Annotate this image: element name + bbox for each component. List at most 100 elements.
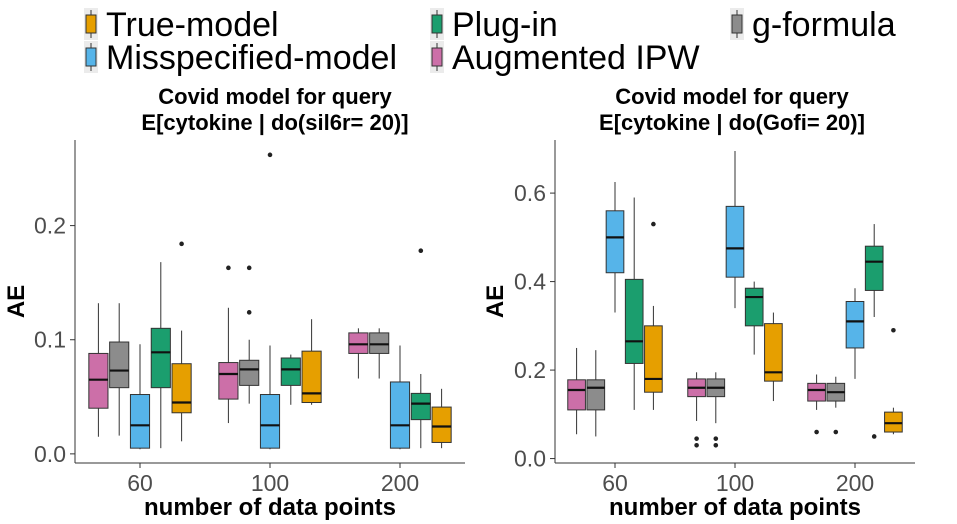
box-iqr — [109, 341, 130, 389]
box-true-model-100 — [764, 312, 783, 402]
box-g-formula-100 — [706, 372, 726, 448]
outlier-point — [713, 436, 719, 441]
outlier-point — [246, 265, 252, 271]
outlier-point — [226, 265, 231, 271]
y-tick-label: 0.4 — [514, 269, 546, 295]
legend-label: Augmented IPW — [452, 39, 700, 77]
box-iqr — [744, 287, 764, 327]
box-iqr — [301, 350, 322, 404]
box-iqr — [218, 362, 239, 400]
box-plug-in-200 — [410, 248, 431, 449]
box-iqr — [764, 323, 783, 382]
box-iqr — [150, 327, 171, 389]
legend-item-plug-in: Plug-in — [430, 6, 558, 44]
box-plug-in-200 — [864, 224, 884, 439]
box-plug-in-100 — [744, 281, 764, 355]
box-misspecified-model-200 — [389, 345, 411, 450]
outlier-point — [814, 429, 819, 435]
x-tick-label: 60 — [602, 470, 628, 496]
box-iqr — [644, 325, 663, 393]
legend-label: g-formula — [752, 6, 896, 44]
box-iqr — [389, 381, 411, 449]
outlier-point — [267, 152, 273, 158]
outlier-point — [651, 221, 656, 227]
legend: True-model Plug-in g-formula Misspecified-m… — [84, 6, 896, 77]
box-true-model-200 — [884, 327, 903, 435]
outlier-point — [418, 248, 424, 254]
legend-key-box — [431, 14, 443, 34]
box-iqr — [845, 301, 865, 349]
box-true-model-200 — [431, 388, 452, 449]
outlier-point — [713, 443, 719, 448]
outlier-point — [694, 436, 699, 441]
box-iqr — [567, 379, 586, 411]
box-plug-in-100 — [280, 354, 301, 405]
box-augmented-ipw-200 — [807, 374, 826, 435]
y-tick-label: 0.2 — [34, 213, 66, 239]
outlier-point — [871, 434, 877, 439]
legend-label: True-model — [106, 6, 279, 44]
chart-title-line-2: E[cytokine | do(Gofi= 20)] — [599, 110, 865, 135]
outlier-point — [694, 443, 699, 448]
box-augmented-ipw-200 — [348, 328, 369, 379]
y-axis-title: AE — [482, 285, 509, 318]
y-axis-title: AE — [3, 285, 30, 318]
outlier-point — [179, 241, 184, 247]
box-iqr — [605, 210, 625, 274]
legend-label: Plug-in — [452, 6, 558, 44]
box-augmented-ipw-60 — [567, 347, 586, 435]
box-misspecified-model-200 — [845, 288, 865, 379]
x-tick-label: 100 — [716, 470, 754, 496]
box-augmented-ipw-60 — [88, 303, 109, 437]
chart-title-line-1: Covid model for query — [158, 84, 392, 109]
box-iqr — [348, 332, 369, 354]
box-iqr — [280, 357, 301, 386]
box-iqr — [864, 245, 884, 291]
box-g-formula-60 — [109, 303, 130, 436]
box-true-model-60 — [644, 221, 663, 410]
box-g-formula-200 — [826, 376, 846, 435]
box-iqr — [586, 379, 606, 411]
box-augmented-ipw-100 — [687, 372, 706, 448]
x-tick-label: 100 — [251, 470, 289, 496]
legend-item-true-model: True-model — [84, 6, 279, 44]
box-true-model-100 — [301, 319, 322, 405]
box-iqr — [239, 359, 260, 386]
legend-key-box — [85, 14, 97, 34]
box-augmented-ipw-100 — [218, 265, 239, 424]
box-plug-in-60 — [150, 262, 171, 449]
chart-title-line-2: E[cytokine | do(sil6r= 20)] — [141, 110, 408, 135]
box-misspecified-model-100 — [725, 151, 745, 309]
outlier-point — [891, 327, 896, 333]
y-tick-label: 0.0 — [514, 446, 546, 472]
box-iqr — [807, 382, 826, 402]
box-iqr — [259, 394, 281, 449]
box-iqr — [884, 411, 903, 433]
box-g-formula-100 — [239, 265, 260, 404]
box-iqr — [431, 406, 452, 443]
y-tick-label: 0.6 — [514, 180, 546, 206]
box-iqr — [369, 332, 390, 354]
box-misspecified-model-60 — [129, 344, 151, 450]
y-tick-label: 0.1 — [34, 327, 66, 353]
box-misspecified-model-100 — [259, 152, 281, 450]
box-misspecified-model-60 — [605, 182, 625, 313]
box-plug-in-60 — [624, 197, 644, 410]
box-true-model-60 — [171, 241, 192, 442]
legend-item-g-formula: g-formula — [730, 6, 896, 44]
x-tick-label: 200 — [836, 470, 874, 496]
box-iqr — [129, 394, 151, 449]
legend-key-box — [431, 47, 443, 67]
box-iqr — [88, 352, 109, 409]
box-iqr — [624, 278, 644, 364]
outlier-point — [833, 429, 839, 435]
legend-label: Misspecified-model — [106, 39, 397, 77]
box-iqr — [410, 392, 431, 421]
box-g-formula-200 — [369, 328, 390, 379]
box-iqr — [171, 363, 192, 414]
x-tick-label: 60 — [127, 470, 153, 496]
chart-title-line-1: Covid model for query — [615, 84, 849, 109]
